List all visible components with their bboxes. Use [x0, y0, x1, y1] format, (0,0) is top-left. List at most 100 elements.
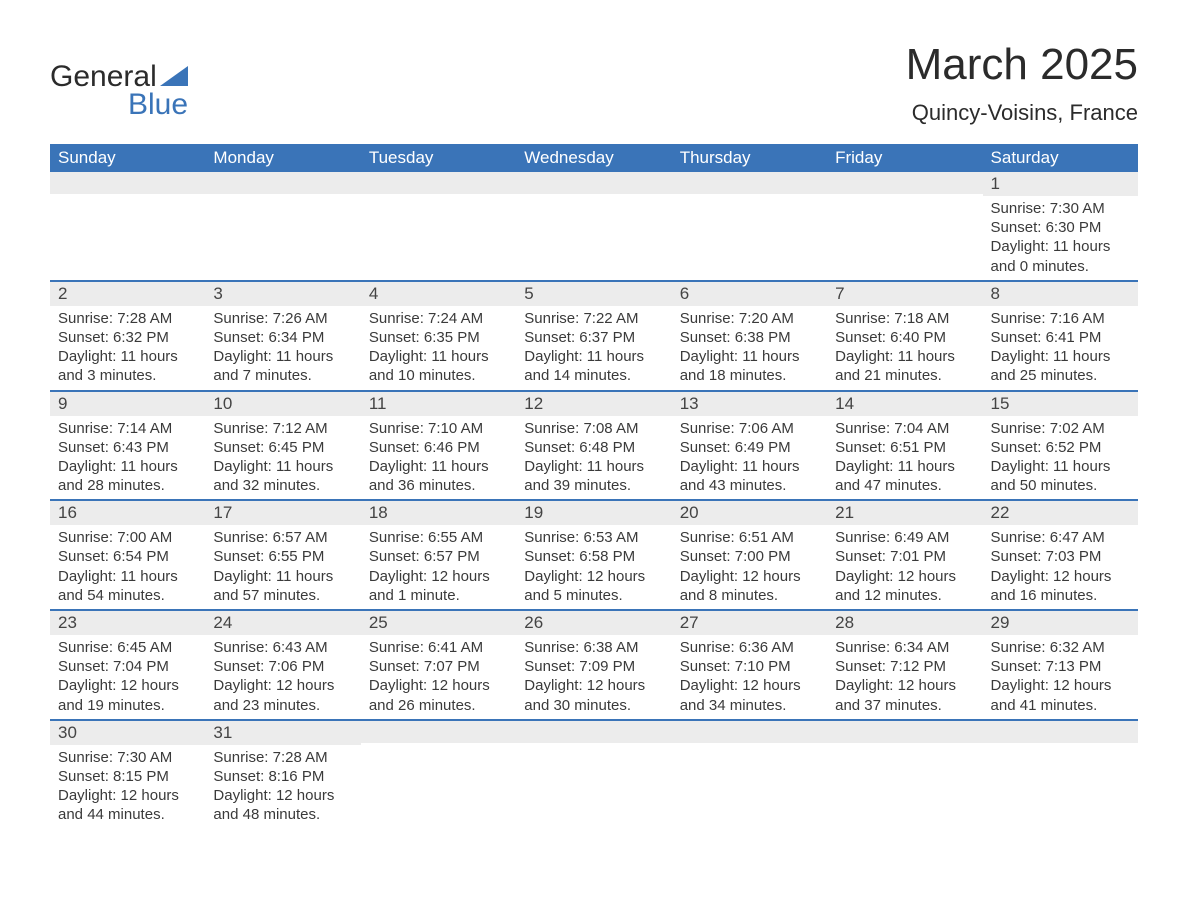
detail-line: Sunset: 7:01 PM	[835, 547, 974, 566]
day-number: 30	[50, 721, 205, 745]
detail-line: and 10 minutes.	[369, 366, 508, 385]
detail-line: Daylight: 12 hours	[58, 786, 197, 805]
detail-line: Sunrise: 6:51 AM	[680, 528, 819, 547]
day-number: 3	[205, 282, 360, 306]
day-cell	[516, 720, 671, 829]
page-title: March 2025	[906, 40, 1138, 90]
day-cell	[827, 720, 982, 829]
day-cell: 24Sunrise: 6:43 AMSunset: 7:06 PMDayligh…	[205, 610, 360, 720]
day-detail: Sunrise: 7:06 AMSunset: 6:49 PMDaylight:…	[672, 416, 827, 500]
day-cell: 28Sunrise: 6:34 AMSunset: 7:12 PMDayligh…	[827, 610, 982, 720]
day-cell: 27Sunrise: 6:36 AMSunset: 7:10 PMDayligh…	[672, 610, 827, 720]
detail-line: and 7 minutes.	[213, 366, 352, 385]
day-number: 15	[983, 392, 1138, 416]
detail-line: Daylight: 12 hours	[835, 676, 974, 695]
day-cell: 19Sunrise: 6:53 AMSunset: 6:58 PMDayligh…	[516, 500, 671, 610]
detail-line: Sunrise: 7:24 AM	[369, 309, 508, 328]
title-block: March 2025 Quincy-Voisins, France	[906, 40, 1138, 126]
day-number: 28	[827, 611, 982, 635]
day-detail: Sunrise: 7:30 AMSunset: 6:30 PMDaylight:…	[983, 196, 1138, 280]
detail-line: and 1 minute.	[369, 586, 508, 605]
day-number	[205, 172, 360, 194]
detail-line: Daylight: 11 hours	[991, 347, 1130, 366]
day-header-row: Sunday Monday Tuesday Wednesday Thursday…	[50, 144, 1138, 172]
day-number: 17	[205, 501, 360, 525]
day-detail: Sunrise: 7:16 AMSunset: 6:41 PMDaylight:…	[983, 306, 1138, 390]
detail-line: Sunrise: 6:49 AM	[835, 528, 974, 547]
detail-line: Sunrise: 7:22 AM	[524, 309, 663, 328]
day-cell: 7Sunrise: 7:18 AMSunset: 6:40 PMDaylight…	[827, 281, 982, 391]
week-row: 2Sunrise: 7:28 AMSunset: 6:32 PMDaylight…	[50, 281, 1138, 391]
day-cell: 22Sunrise: 6:47 AMSunset: 7:03 PMDayligh…	[983, 500, 1138, 610]
day-cell	[50, 172, 205, 281]
week-row: 9Sunrise: 7:14 AMSunset: 6:43 PMDaylight…	[50, 391, 1138, 501]
day-detail: Sunrise: 7:00 AMSunset: 6:54 PMDaylight:…	[50, 525, 205, 609]
detail-line: Sunset: 6:30 PM	[991, 218, 1130, 237]
detail-line: Sunset: 6:40 PM	[835, 328, 974, 347]
detail-line: and 32 minutes.	[213, 476, 352, 495]
day-number	[672, 721, 827, 743]
day-cell: 23Sunrise: 6:45 AMSunset: 7:04 PMDayligh…	[50, 610, 205, 720]
day-detail-empty	[361, 743, 516, 769]
day-detail: Sunrise: 7:08 AMSunset: 6:48 PMDaylight:…	[516, 416, 671, 500]
day-cell	[361, 172, 516, 281]
detail-line: Daylight: 11 hours	[58, 457, 197, 476]
detail-line: Daylight: 11 hours	[213, 567, 352, 586]
day-cell	[983, 720, 1138, 829]
detail-line: Sunrise: 7:00 AM	[58, 528, 197, 547]
detail-line: and 44 minutes.	[58, 805, 197, 824]
day-number: 16	[50, 501, 205, 525]
page-subtitle: Quincy-Voisins, France	[906, 100, 1138, 126]
detail-line: Sunrise: 6:41 AM	[369, 638, 508, 657]
day-detail: Sunrise: 6:36 AMSunset: 7:10 PMDaylight:…	[672, 635, 827, 719]
detail-line: Daylight: 11 hours	[213, 347, 352, 366]
detail-line: Sunset: 6:51 PM	[835, 438, 974, 457]
day-header: Tuesday	[361, 144, 516, 172]
day-number	[827, 721, 982, 743]
day-cell: 14Sunrise: 7:04 AMSunset: 6:51 PMDayligh…	[827, 391, 982, 501]
day-detail: Sunrise: 7:10 AMSunset: 6:46 PMDaylight:…	[361, 416, 516, 500]
day-cell: 18Sunrise: 6:55 AMSunset: 6:57 PMDayligh…	[361, 500, 516, 610]
day-cell: 8Sunrise: 7:16 AMSunset: 6:41 PMDaylight…	[983, 281, 1138, 391]
day-number	[983, 721, 1138, 743]
day-detail-empty	[50, 194, 205, 220]
detail-line: Sunrise: 7:26 AM	[213, 309, 352, 328]
calendar-table: Sunday Monday Tuesday Wednesday Thursday…	[50, 144, 1138, 829]
detail-line: and 18 minutes.	[680, 366, 819, 385]
day-cell: 2Sunrise: 7:28 AMSunset: 6:32 PMDaylight…	[50, 281, 205, 391]
day-number: 19	[516, 501, 671, 525]
day-cell	[516, 172, 671, 281]
day-cell: 26Sunrise: 6:38 AMSunset: 7:09 PMDayligh…	[516, 610, 671, 720]
day-detail-empty	[361, 194, 516, 220]
detail-line: Daylight: 12 hours	[213, 676, 352, 695]
day-header: Wednesday	[516, 144, 671, 172]
day-number: 13	[672, 392, 827, 416]
detail-line: and 14 minutes.	[524, 366, 663, 385]
day-cell	[205, 172, 360, 281]
detail-line: Sunset: 8:16 PM	[213, 767, 352, 786]
day-header: Monday	[205, 144, 360, 172]
day-detail: Sunrise: 7:04 AMSunset: 6:51 PMDaylight:…	[827, 416, 982, 500]
brand-second: Blue	[128, 88, 188, 122]
day-detail-empty	[827, 743, 982, 769]
detail-line: Sunrise: 7:10 AM	[369, 419, 508, 438]
detail-line: Daylight: 11 hours	[58, 567, 197, 586]
detail-line: Sunrise: 6:57 AM	[213, 528, 352, 547]
day-detail: Sunrise: 7:28 AMSunset: 8:16 PMDaylight:…	[205, 745, 360, 829]
day-detail: Sunrise: 7:26 AMSunset: 6:34 PMDaylight:…	[205, 306, 360, 390]
day-number: 23	[50, 611, 205, 635]
day-number: 5	[516, 282, 671, 306]
detail-line: Sunrise: 7:28 AM	[213, 748, 352, 767]
day-number: 26	[516, 611, 671, 635]
detail-line: Sunset: 7:00 PM	[680, 547, 819, 566]
day-detail: Sunrise: 7:22 AMSunset: 6:37 PMDaylight:…	[516, 306, 671, 390]
day-cell: 17Sunrise: 6:57 AMSunset: 6:55 PMDayligh…	[205, 500, 360, 610]
day-cell: 11Sunrise: 7:10 AMSunset: 6:46 PMDayligh…	[361, 391, 516, 501]
detail-line: and 3 minutes.	[58, 366, 197, 385]
detail-line: Sunrise: 7:06 AM	[680, 419, 819, 438]
detail-line: Daylight: 11 hours	[369, 347, 508, 366]
detail-line: Daylight: 12 hours	[835, 567, 974, 586]
day-cell: 15Sunrise: 7:02 AMSunset: 6:52 PMDayligh…	[983, 391, 1138, 501]
day-detail-empty	[672, 743, 827, 769]
day-cell: 25Sunrise: 6:41 AMSunset: 7:07 PMDayligh…	[361, 610, 516, 720]
